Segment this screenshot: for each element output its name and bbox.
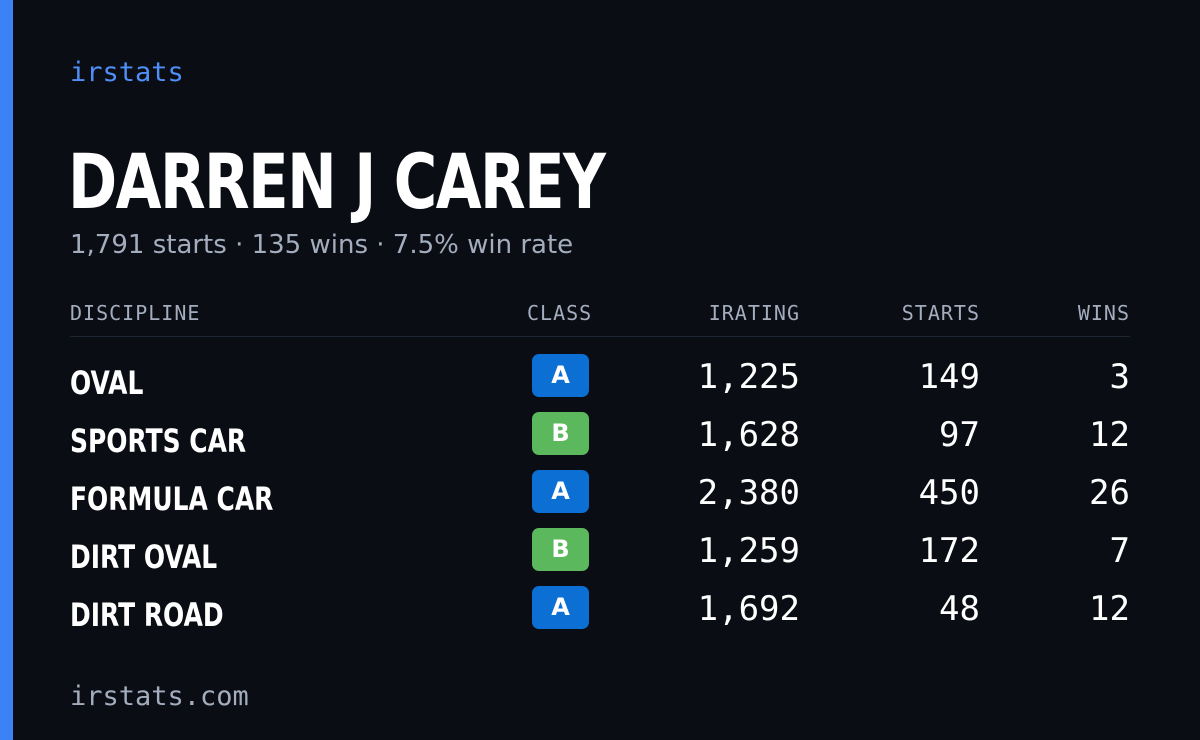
starts-value: 48 xyxy=(939,589,980,629)
header-discipline: DISCIPLINE xyxy=(70,301,201,325)
header-class: CLASS xyxy=(527,301,593,325)
table-row: FORMULA CAR A 2,380 450 26 xyxy=(70,468,1130,526)
irating-value: 1,225 xyxy=(697,357,800,397)
table-row: DIRT OVAL B 1,259 172 7 xyxy=(70,526,1130,584)
table-row: DIRT ROAD A 1,692 48 12 xyxy=(70,584,1130,642)
discipline-table: OVAL A 1,225 149 3 SPORTS CAR B 1,628 97… xyxy=(70,352,1130,642)
starts-value: 149 xyxy=(918,357,980,397)
table-header: DISCIPLINE CLASS IRATING STARTS WINS xyxy=(70,298,1130,328)
starts-value: 450 xyxy=(918,473,980,513)
brand-logo-text: irstats xyxy=(70,57,184,88)
wins-value: 12 xyxy=(1089,415,1130,455)
discipline-name: SPORTS CAR xyxy=(70,422,247,460)
discipline-name: DIRT OVAL xyxy=(70,538,218,576)
class-badge: B xyxy=(532,528,589,571)
irating-value: 1,628 xyxy=(697,415,800,455)
wins-value: 3 xyxy=(1109,357,1130,397)
table-row: SPORTS CAR B 1,628 97 12 xyxy=(70,410,1130,468)
header-wins: WINS xyxy=(1077,301,1130,325)
table-row: OVAL A 1,225 149 3 xyxy=(70,352,1130,410)
irating-value: 2,380 xyxy=(697,473,800,513)
footer-url: irstats.com xyxy=(70,681,249,712)
starts-value: 172 xyxy=(918,531,980,571)
wins-value: 26 xyxy=(1089,473,1130,513)
discipline-name: FORMULA CAR xyxy=(70,480,274,518)
discipline-name: OVAL xyxy=(70,364,144,402)
class-badge: A xyxy=(532,354,589,397)
irating-value: 1,692 xyxy=(697,589,800,629)
discipline-name: DIRT ROAD xyxy=(70,596,224,634)
accent-bar xyxy=(0,0,13,740)
header-starts: STARTS xyxy=(901,301,980,325)
wins-value: 12 xyxy=(1089,589,1130,629)
wins-value: 7 xyxy=(1109,531,1130,571)
header-irating: IRATING xyxy=(708,301,800,325)
driver-summary: 1,791 starts · 135 wins · 7.5% win rate xyxy=(70,230,574,260)
irating-value: 1,259 xyxy=(697,531,800,571)
class-badge: B xyxy=(532,412,589,455)
class-badge: A xyxy=(532,470,589,513)
starts-value: 97 xyxy=(939,415,980,455)
class-badge: A xyxy=(532,586,589,629)
header-divider xyxy=(70,336,1130,337)
driver-name: DARREN J CAREY xyxy=(68,137,606,226)
